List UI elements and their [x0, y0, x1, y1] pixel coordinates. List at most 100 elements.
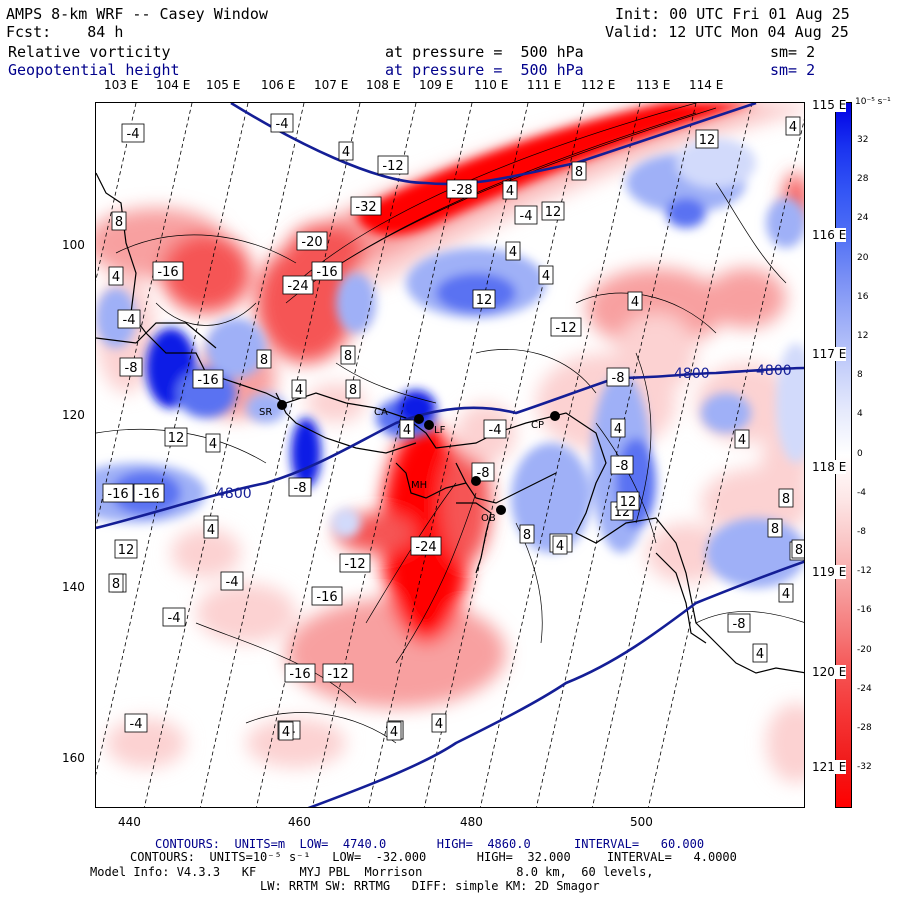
vorticity-label: -12: [339, 553, 371, 573]
svg-text:8: 8: [782, 492, 790, 507]
vorticity-label: 12: [541, 201, 565, 221]
lon-label: 110 E: [474, 78, 509, 92]
vorticity-label: -8: [610, 455, 634, 475]
svg-text:4: 4: [506, 184, 514, 199]
lon-label: 112 E: [581, 78, 616, 92]
lat-label: 119 E: [812, 565, 847, 579]
vorticity-label: -16: [102, 483, 134, 503]
vorticity-label: 12: [695, 129, 719, 149]
vorticity-label: 4: [338, 141, 354, 161]
vorticity-label: -4: [162, 607, 186, 627]
vorticity-label: 12: [114, 539, 138, 559]
vorticity-shading: [96, 103, 804, 783]
vorticity-label: -12: [377, 155, 409, 175]
svg-text:8: 8: [349, 383, 357, 398]
svg-text:4: 4: [782, 587, 790, 602]
vorticity-label: -4: [483, 419, 507, 439]
vorticity-label: 4: [785, 116, 801, 136]
svg-text:4: 4: [509, 245, 517, 260]
vorticity-label: 4: [778, 583, 794, 603]
svg-text:8: 8: [523, 528, 531, 543]
x-tick: 460: [288, 815, 311, 829]
init-time: Init: 00 UTC Fri 01 Aug 25: [615, 5, 850, 23]
svg-text:-20: -20: [301, 235, 322, 250]
vorticity-label: 8: [111, 211, 127, 231]
vorticity-label: 12: [164, 427, 188, 447]
colorbar: [835, 102, 852, 808]
y-tick: 160: [62, 751, 85, 765]
field1-smoothing: sm= 2: [770, 43, 816, 61]
vorticity-label: -28: [446, 179, 478, 199]
map-canvas: 4800 4800 4800 -4 -4 4 -12 -4 -28 4 8 12 4 -32 12 8 -20…: [96, 103, 804, 807]
svg-text:4: 4: [403, 423, 411, 438]
y-tick: 140: [62, 580, 85, 594]
svg-text:8: 8: [112, 577, 120, 592]
lon-label: 114 E: [689, 78, 724, 92]
svg-text:12: 12: [620, 495, 637, 510]
x-tick: 440: [118, 815, 141, 829]
svg-text:12: 12: [699, 133, 716, 148]
svg-text:12: 12: [476, 293, 493, 308]
vorticity-label: 8: [108, 573, 124, 593]
vorticity-label: 4: [278, 721, 294, 741]
svg-text:4: 4: [342, 145, 350, 160]
colorbar-tick: -16: [857, 605, 872, 616]
vorticity-label: -4: [121, 123, 145, 143]
field1-name: Relative vorticity: [8, 43, 171, 61]
vorticity-label: -4: [270, 113, 294, 133]
vorticity-label: 4: [752, 643, 768, 663]
svg-text:-12: -12: [327, 667, 348, 682]
lat-label: 116 E: [812, 228, 847, 242]
lat-label: 115 E: [812, 98, 847, 112]
svg-text:-8: -8: [125, 361, 138, 376]
svg-text:12: 12: [118, 543, 135, 558]
vorticity-label: 8: [345, 379, 361, 399]
colorbar-tick: -20: [857, 644, 872, 655]
svg-text:-8: -8: [733, 617, 746, 632]
colorbar-tick: -24: [857, 683, 872, 694]
physics-info: LW: RRTM SW: RRTMG DIFF: simple KM: 2D S…: [260, 879, 600, 893]
svg-text:4: 4: [112, 270, 120, 285]
svg-text:8: 8: [260, 353, 268, 368]
vorticity-label: 4: [505, 241, 521, 261]
svg-text:12: 12: [168, 431, 185, 446]
vorticity-label: -8: [288, 477, 312, 497]
vorticity-label: 4: [734, 429, 750, 449]
station-markers: SR CA LF CP MH OB: [259, 400, 560, 524]
vorticity-label: -32: [350, 196, 382, 216]
svg-text:-4: -4: [489, 423, 502, 438]
svg-text:4: 4: [756, 647, 764, 662]
lon-label: 108 E: [366, 78, 401, 92]
vorticity-label: 4: [610, 418, 626, 438]
svg-text:12: 12: [545, 205, 562, 220]
vorticity-label: 8: [778, 488, 794, 508]
vorticity-label: -4: [117, 309, 141, 329]
svg-text:4: 4: [209, 437, 217, 452]
colorbar-tick: 0: [857, 448, 863, 459]
svg-text:-16: -16: [157, 265, 178, 280]
vorticity-label: 12: [616, 491, 640, 511]
lon-label: 111 E: [527, 78, 562, 92]
svg-text:4: 4: [789, 120, 797, 135]
vorticity-label: -24: [282, 275, 314, 295]
vorticity-label: 4: [431, 713, 447, 733]
colorbar-tick: 16: [857, 291, 869, 302]
vorticity-label: 8: [340, 345, 356, 365]
longitude-grid: [96, 103, 804, 807]
field2-level: at pressure = 500 hPa: [385, 61, 584, 79]
svg-text:-4: -4: [226, 575, 239, 590]
vorticity-label: 4: [502, 180, 518, 200]
vorticity-label: -24: [410, 536, 442, 556]
svg-text:-8: -8: [616, 459, 629, 474]
colorbar-tick: -28: [857, 723, 872, 733]
vorticity-map[interactable]: 4800 4800 4800 -4 -4 4 -12 -4 -28 4 8 12 4 -32 12 8 -20…: [95, 102, 805, 808]
vorticity-label: 4: [399, 419, 415, 439]
svg-text:-12: -12: [555, 321, 576, 336]
colorbar-tick: 4: [857, 409, 863, 420]
x-tick: 500: [630, 815, 653, 829]
svg-text:-16: -16: [138, 487, 159, 502]
svg-text:-4: -4: [168, 611, 181, 626]
lat-label: 118 E: [812, 460, 847, 474]
svg-text:4: 4: [542, 269, 550, 284]
colorbar-tick: 20: [857, 252, 869, 263]
